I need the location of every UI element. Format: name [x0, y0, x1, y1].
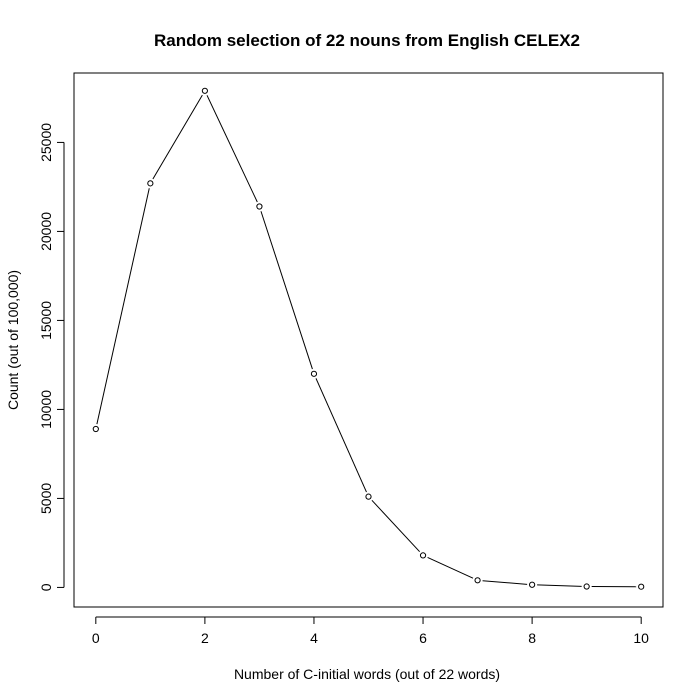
x-tick-label: 0	[92, 630, 100, 646]
plot-frame	[73, 72, 664, 608]
series-line-segment	[96, 188, 150, 425]
x-tick-label: 6	[419, 630, 427, 646]
series-line-segment	[260, 211, 313, 370]
series-line-segment	[537, 584, 582, 587]
data-point	[310, 370, 318, 377]
series-line-segment	[427, 557, 474, 579]
data-point	[419, 552, 427, 559]
series-line-segment	[371, 499, 421, 553]
x-axis: 0 2 4 6 8 10	[92, 616, 649, 646]
x-tick-label: 8	[528, 630, 536, 646]
series-line-segment	[315, 378, 367, 493]
y-tick-label: 25000	[38, 123, 54, 162]
series-line-segment	[206, 95, 258, 203]
series-line-segment	[152, 94, 203, 180]
y-axis-label: Count (out of 100,000)	[5, 270, 21, 410]
x-tick-label: 10	[633, 630, 649, 646]
data-point	[529, 581, 536, 588]
x-tick-label: 4	[310, 630, 318, 646]
data-point	[638, 583, 645, 590]
y-tick-label: 15000	[38, 301, 54, 340]
y-axis: 0 5000 10000 15000 20000 25000	[38, 123, 65, 591]
y-tick-label: 0	[38, 583, 54, 591]
data-point	[474, 577, 481, 584]
data-point	[256, 203, 263, 210]
y-tick-label: 10000	[38, 390, 54, 429]
data-point	[147, 180, 154, 187]
y-tick-label: 5000	[38, 483, 54, 514]
y-tick-label: 20000	[38, 212, 54, 251]
data-series	[92, 87, 645, 590]
series-line-segment	[482, 580, 528, 585]
data-point	[201, 87, 208, 94]
data-point	[365, 493, 372, 500]
data-point	[92, 425, 99, 433]
chart-title: Random selection of 22 nouns from Englis…	[154, 31, 580, 50]
x-tick-label: 2	[201, 630, 209, 646]
data-point	[583, 583, 590, 590]
x-axis-label: Number of C-initial words (out of 22 wor…	[234, 666, 500, 682]
